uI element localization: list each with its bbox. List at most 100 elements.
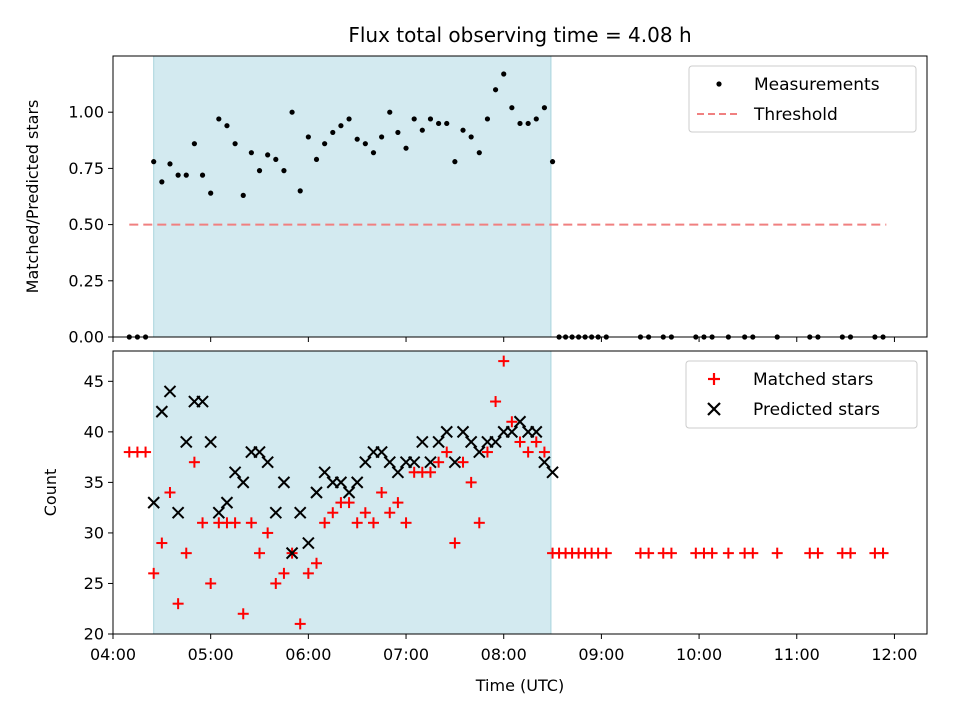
matched-point <box>140 446 152 458</box>
matched-point <box>812 547 824 559</box>
bottom-panel: 20 25 30 35 40 45 04:00 05:00 06:00 07:00 08:00 09… <box>41 350 928 695</box>
bottom-frame <box>112 350 928 635</box>
bottom-legend-box <box>685 360 918 429</box>
predicted-point <box>407 455 421 469</box>
matched-point <box>600 547 612 559</box>
predicted-point <box>318 466 331 479</box>
predicted-point <box>277 476 291 489</box>
measurement-point <box>248 150 254 156</box>
top-x-ticks <box>112 337 895 342</box>
measurement-point <box>549 159 556 165</box>
measurement-point <box>289 109 295 115</box>
predicted-point <box>375 445 388 459</box>
predicted-point <box>147 496 160 509</box>
measurement-point <box>533 116 539 122</box>
matched-point <box>706 547 718 559</box>
bottom-ytick-label: 40 <box>84 422 104 441</box>
matched-point <box>229 517 241 529</box>
predicted-point <box>163 385 177 398</box>
predicted-point <box>424 455 437 469</box>
predicted-point <box>359 455 372 469</box>
measurement-point <box>427 116 434 122</box>
matched-point <box>237 608 249 620</box>
matched-point <box>747 547 759 559</box>
matched-point <box>302 567 314 579</box>
measurement-point <box>452 159 458 165</box>
legend-predicted-marker <box>707 402 721 416</box>
matched-point <box>197 517 209 529</box>
predicted-point <box>155 405 169 418</box>
measurement-point <box>256 168 263 174</box>
matched-point <box>465 476 477 488</box>
matched-point <box>877 547 889 559</box>
predicted-point <box>220 496 234 509</box>
matched-point <box>844 547 856 559</box>
matched-point <box>188 456 200 468</box>
matched-point <box>278 567 290 579</box>
measurement-points <box>126 71 886 340</box>
xtick-label: 05:00 <box>188 645 234 664</box>
predicted-point <box>228 466 242 479</box>
measurement-point <box>484 116 491 122</box>
measurement-point <box>354 136 360 142</box>
legend-measurements-marker <box>716 81 722 87</box>
bottom-ytick-label: 45 <box>84 372 104 391</box>
measurement-point <box>436 120 442 127</box>
predicted-point <box>261 455 274 469</box>
xtick-label: 11:00 <box>774 645 820 664</box>
top-legend-box <box>688 65 917 133</box>
matched-point <box>449 537 461 549</box>
bottom-y-ticks: 20 25 30 35 40 45 <box>84 372 113 644</box>
legend-matched-marker <box>708 373 720 385</box>
matched-point <box>148 567 160 579</box>
measurement-point <box>224 123 230 129</box>
measurement-point <box>191 141 197 147</box>
matched-point <box>205 577 217 589</box>
bottom-legend: Matched stars Predicted stars <box>685 360 918 429</box>
matched-point <box>367 517 379 529</box>
bottom-ytick-label: 20 <box>84 625 104 644</box>
top-panel: 0.00 0.25 0.50 0.75 1.00 Matched/Predicted s… <box>23 55 928 347</box>
matched-point <box>245 517 257 529</box>
matched-point <box>172 598 184 610</box>
measurement-point <box>313 156 320 163</box>
measurement-point <box>338 123 344 129</box>
top-y-axis-label: Matched/Predicted stars <box>23 100 42 294</box>
predicted-point <box>171 506 185 519</box>
legend-measurements-label: Measurements <box>754 75 880 95</box>
predicted-point <box>391 466 405 479</box>
top-ytick-label: 0.25 <box>68 271 104 290</box>
predicted-point <box>350 476 364 489</box>
top-frame <box>112 55 928 338</box>
matched-point <box>514 436 526 448</box>
measurement-point <box>175 172 181 178</box>
measurement-point <box>305 134 311 140</box>
matched-point <box>490 396 502 408</box>
measurement-point <box>167 161 173 167</box>
measurement-point <box>273 156 279 163</box>
predicted-point <box>180 435 193 449</box>
matched-point <box>319 517 331 529</box>
matched-point <box>359 507 371 519</box>
measurement-point <box>151 159 157 165</box>
matched-points <box>123 355 889 630</box>
x-axis-label: Time (UTC) <box>475 676 564 695</box>
top-legend: Measurements Threshold <box>688 65 917 133</box>
measurement-point <box>232 141 238 147</box>
measurement-point <box>419 127 425 133</box>
predicted-point <box>212 506 226 519</box>
predicted-point <box>489 435 502 449</box>
predicted-point <box>334 476 348 489</box>
matched-point <box>392 497 404 509</box>
top-y-ticks: 0.00 0.25 0.50 0.75 1.00 <box>68 103 113 347</box>
bottom-ytick-label: 35 <box>84 473 104 492</box>
top-ytick-label: 0.00 <box>68 328 104 347</box>
measurement-point <box>346 116 352 122</box>
measurement-point <box>216 116 222 122</box>
matched-point <box>538 446 550 458</box>
matched-point <box>343 497 355 509</box>
matched-point <box>254 547 266 559</box>
matched-point <box>180 547 192 559</box>
matched-point <box>262 527 274 539</box>
measurement-point <box>281 168 287 174</box>
